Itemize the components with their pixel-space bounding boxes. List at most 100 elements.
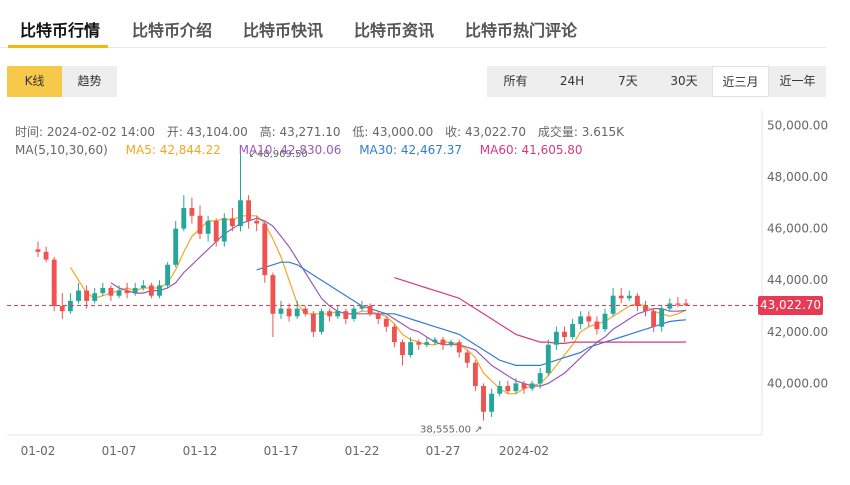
candle-body — [116, 290, 122, 296]
candle-body — [505, 385, 511, 392]
candle-body — [667, 303, 673, 309]
trend-button[interactable]: 趋势 — [77, 74, 102, 88]
y-tick-label: 48,000.00 — [767, 170, 828, 184]
candle-body — [464, 352, 470, 363]
candle-body — [570, 324, 576, 337]
candle-body — [181, 208, 187, 229]
candle-body — [92, 293, 98, 301]
y-tick-label: 42,000.00 — [767, 325, 828, 339]
range-all-button[interactable]: 所有 — [503, 74, 528, 88]
ma5-legend: MA5: 42,844.22 — [125, 143, 221, 157]
candle-body — [67, 300, 73, 312]
info-volume: 成交量: 3.615K — [537, 125, 624, 139]
candle-body — [618, 295, 624, 299]
x-tick-label: 2024-02 — [499, 444, 549, 458]
info-high: 高: 43,271.10 — [259, 125, 341, 139]
candle-body — [472, 362, 478, 386]
candle-body — [148, 285, 154, 296]
candle-body — [100, 287, 106, 294]
candle-body — [610, 295, 616, 314]
candle-body — [35, 249, 41, 252]
candle-body — [197, 215, 203, 234]
ma30-legend: MA30: 42,467.37 — [359, 143, 462, 157]
tab-flash-news[interactable]: 比特币快讯 — [243, 21, 324, 40]
tab-news[interactable]: 比特币资讯 — [354, 21, 435, 40]
candle-body — [335, 311, 341, 317]
info-close: 收: 43,022.70 — [445, 125, 527, 139]
candle-body — [683, 303, 689, 306]
ma60-legend: MA60: 41,605.80 — [479, 143, 583, 157]
y-tick-label: 46,000.00 — [767, 222, 828, 236]
candle-body — [513, 383, 519, 392]
x-tick-label: 01-27 — [426, 444, 461, 458]
tab-intro[interactable]: 比特币介绍 — [132, 21, 213, 40]
range-selector: 所有 24H 7天 30天 近三月 近一年 — [487, 66, 826, 97]
candle-body — [578, 316, 584, 325]
candle-body — [400, 342, 405, 356]
current-price-tag: 43,022.70 — [758, 296, 823, 315]
candle-body — [626, 295, 632, 299]
candle-body — [521, 383, 527, 389]
info-time: 时间: 2024-02-02 14:00 — [15, 125, 155, 139]
candle-body — [481, 385, 486, 412]
candle-body — [416, 342, 422, 345]
range-1y-button[interactable]: 近一年 — [779, 74, 816, 88]
candle-body — [229, 218, 235, 227]
tab-market[interactable]: 比特币行情 — [20, 21, 101, 40]
candle-body — [294, 308, 300, 317]
candle-body — [286, 308, 292, 317]
candle-body — [140, 285, 146, 288]
candle-body — [545, 344, 551, 374]
range-7d-button[interactable]: 7天 — [618, 74, 638, 88]
candlestick-chart[interactable]: 50,000.00 48,000.00 46,000.00 44,000.00 42,0… — [0, 110, 830, 480]
candle-body — [59, 306, 65, 312]
candle-body — [602, 313, 608, 330]
candle-body — [262, 223, 268, 276]
info-low: 低: 43,000.00 — [352, 125, 434, 139]
range-24h-button[interactable]: 24H — [559, 74, 585, 88]
ma-legend-label: MA(5,10,30,60) — [15, 143, 108, 157]
y-tick-label: 50,000.00 — [767, 118, 828, 132]
x-tick-label: 01-12 — [183, 444, 218, 458]
candle-body — [408, 342, 414, 356]
market-tabs: 比特币行情 比特币介绍 比特币快讯 比特币资讯 比特币热门评论 — [0, 0, 826, 48]
y-tick-label: 44,000.00 — [767, 273, 828, 287]
candle-body — [643, 306, 648, 312]
candle-body — [432, 339, 438, 343]
candle-body — [497, 385, 503, 394]
candle-body — [359, 306, 365, 309]
candle-body — [270, 275, 276, 314]
candle-body — [278, 308, 284, 314]
candle-body — [124, 290, 130, 294]
candle-body — [157, 285, 162, 296]
active-tab-indicator — [8, 45, 108, 48]
candle-body — [254, 220, 260, 224]
candle-body — [586, 316, 592, 322]
x-tick-label: 01-17 — [264, 444, 299, 458]
candle-body — [351, 308, 357, 319]
candle-body — [659, 308, 665, 327]
range-3m-button[interactable]: 近三月 — [712, 66, 769, 97]
x-tick-label: 01-02 — [21, 444, 56, 458]
tab-hot-comments[interactable]: 比特币热门评论 — [465, 21, 578, 40]
candle-body — [189, 208, 195, 216]
candle-body — [424, 342, 430, 345]
range-30d-button[interactable]: 30天 — [670, 74, 698, 88]
candle-body — [553, 331, 559, 345]
candle-body — [132, 287, 138, 294]
info-open: 开: 43,104.00 — [166, 125, 248, 139]
candle-body — [440, 339, 446, 345]
chart-type-toggle: K线 趋势 — [7, 66, 117, 97]
x-tick-label: 01-07 — [102, 444, 137, 458]
kline-button[interactable]: K线 — [7, 66, 62, 97]
candle-body — [529, 383, 535, 389]
min-price-label: 38,555.00 ↗ — [420, 425, 482, 436]
max-price-label: ↙48,969.50 — [249, 149, 308, 160]
candle-body — [108, 287, 114, 296]
ma10-line — [110, 217, 687, 387]
candle-body — [173, 228, 179, 265]
candle-body — [375, 313, 381, 319]
candle-body — [343, 311, 349, 319]
candle-body — [367, 306, 373, 314]
candle-body — [489, 393, 495, 412]
